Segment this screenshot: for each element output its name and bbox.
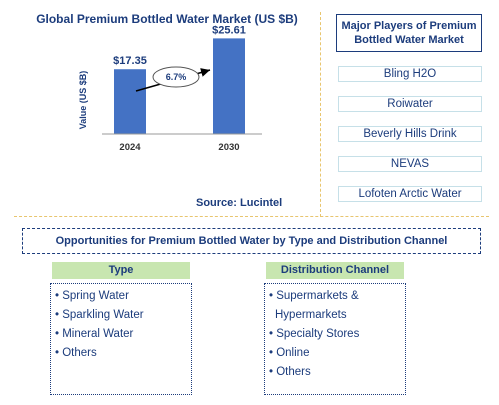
- cagr-ellipse: [152, 66, 200, 88]
- list-item: • Online: [269, 347, 310, 359]
- list-item: • Supermarkets &: [269, 290, 359, 302]
- player-item: Roiwater: [338, 96, 482, 112]
- player-item: Lofoten Arctic Water: [338, 186, 482, 202]
- horizontal-divider: [14, 216, 489, 217]
- source-label: Source: Lucintel: [196, 197, 283, 209]
- list-item: • Specialty Stores: [269, 328, 360, 340]
- player-item: Beverly Hills Drink: [338, 126, 482, 142]
- type-list: • Spring Water • Sparkling Water • Miner…: [50, 283, 192, 395]
- channel-header: Distribution Channel: [266, 262, 404, 279]
- chart-title: Global Premium Bottled Water Market (US …: [36, 12, 298, 26]
- bar-chart: Value (US $B) $17.35 2024 $25.61 2030 6.7%: [78, 24, 262, 153]
- player-item: NEVAS: [338, 156, 482, 172]
- bar-2024: [114, 69, 146, 134]
- players-title: Major Players of Premium Bottled Water M…: [336, 14, 482, 52]
- list-item: • Spring Water: [55, 290, 129, 302]
- player-item: Bling H2O: [338, 66, 482, 82]
- cagr-label: 6.7%: [166, 72, 187, 82]
- bar-2030: [213, 38, 245, 135]
- list-item: • Others: [55, 347, 97, 359]
- vertical-divider: [320, 12, 321, 217]
- list-item: • Others: [269, 366, 311, 378]
- data-label-2030: $25.61: [212, 24, 246, 36]
- data-label-2024: $17.35: [113, 55, 147, 67]
- x-tick-2030: 2030: [218, 142, 239, 153]
- list-item: • Sparkling Water: [55, 309, 144, 321]
- list-item: Hypermarkets: [275, 309, 347, 321]
- opportunities-title: Opportunities for Premium Bottled Water …: [22, 228, 481, 254]
- type-header: Type: [52, 262, 190, 279]
- list-item: • Mineral Water: [55, 328, 134, 340]
- channel-list: • Supermarkets & Hypermarkets • Specialt…: [264, 283, 406, 395]
- x-tick-2024: 2024: [119, 142, 141, 153]
- y-axis-label: Value (US $B): [78, 71, 88, 130]
